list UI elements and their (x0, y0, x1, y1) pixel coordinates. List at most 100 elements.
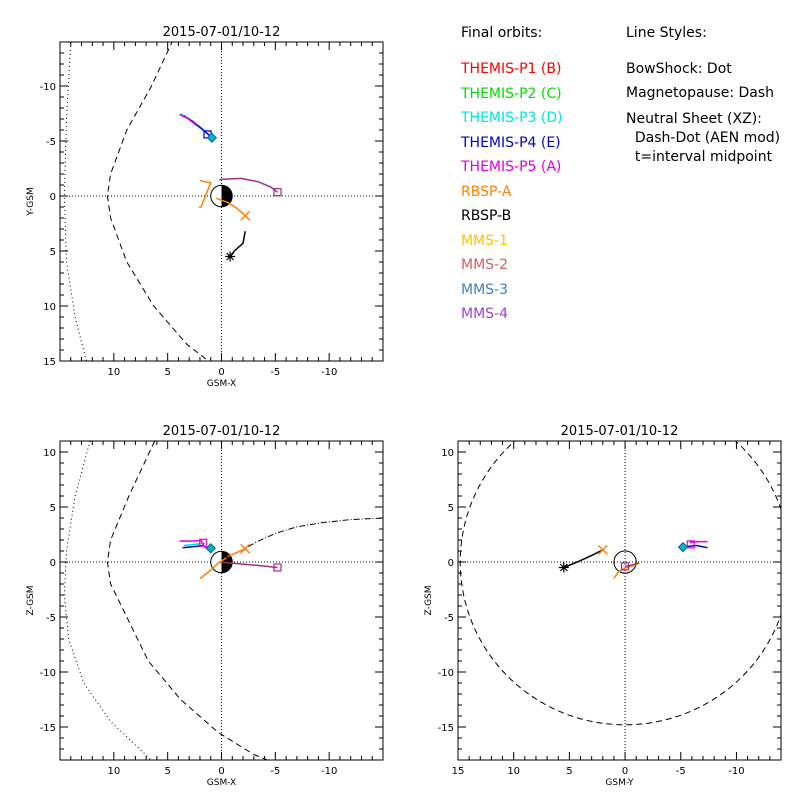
magnetopause-line (106, 42, 209, 361)
y-tick-label: 10 (43, 448, 56, 459)
x-tick-label: 10 (507, 766, 520, 777)
legend-item-mms-4: MMS-4 (461, 306, 509, 322)
marker-themis-p5-a (273, 563, 282, 572)
y-tick-label: -10 (40, 82, 56, 93)
marker-themis-p5-a-near (199, 538, 208, 547)
y-tick-label: 0 (448, 558, 454, 569)
bowshock-line (63, 42, 87, 361)
y-axis-label: Y-GSM (26, 187, 36, 216)
x-tick-label: 0 (622, 766, 628, 777)
orbit-rbsp-b (222, 554, 232, 563)
marker-themis-p5-a (620, 562, 630, 571)
plot-frame (457, 440, 782, 761)
legend-items: THEMIS-P1 (B) THEMIS-P2 (C) THEMIS-P3 (D) T… (461, 57, 563, 327)
legend-item-themis-p4-e: THEMIS-P4 (E) (461, 134, 561, 151)
marker-rbsp-b (225, 251, 236, 262)
line-style-neutral-sheet: Neutral Sheet (XZ): (626, 111, 762, 127)
orbit-rbsp-b (563, 549, 604, 569)
final-orbits-legend: Final orbits: THEMIS-P1 (B) THEMIS-P2 (C)… (461, 25, 563, 327)
marker-themis-p3-d (206, 132, 218, 143)
legend-item-themis-p2-c: THEMIS-P2 (C) (461, 85, 562, 102)
y-tick-label: 10 (43, 302, 56, 313)
x-axis-label: GSM-X (207, 379, 236, 389)
x-axis-label: GSM-X (207, 778, 236, 788)
orbit-themis-p5-a-near (179, 113, 198, 127)
x-tick-label: 10 (107, 766, 120, 777)
marker-themis-p5-a (273, 188, 282, 197)
magnetopause-line (106, 441, 269, 760)
y-tick-label: -5 (46, 613, 56, 624)
x-tick-label: 0 (218, 766, 224, 777)
line-styles-legend: Line Styles: BowShock: Dot Magnetopause:… (626, 25, 780, 167)
chart-title: 2015-07-01/10-12 (561, 424, 679, 439)
legend-item-mms-3: MMS-3 (461, 281, 509, 298)
y-tick-label: -15 (40, 723, 56, 734)
orbit-themis-p5-a-near (179, 539, 210, 551)
x-tick-label: -5 (270, 766, 280, 777)
x-tick-label: -5 (676, 766, 686, 777)
y-tick-label: -10 (40, 668, 56, 679)
y-tick-label: -5 (46, 137, 56, 148)
legend-item-themis-p5-a: THEMIS-P5 (A) (461, 159, 562, 175)
line-style-midpoint: t=interval midpoint (626, 149, 773, 165)
marker-rbsp-a (597, 544, 608, 555)
yz-plane-panel: 15 10 5 0 -5 -10 10 5 0 -5 -10 -15 2015-07-01/10-12 G… (424, 424, 782, 788)
marker-themis-p3-d (205, 543, 216, 554)
orbit-themis-p5-a (219, 177, 278, 193)
legend-item-themis-p3-d: THEMIS-P3 (D) (461, 110, 563, 126)
x-tick-label: 5 (164, 367, 170, 378)
chart-title: 2015-07-01/10-12 (163, 424, 281, 439)
neutral-sheet-line (238, 517, 383, 553)
y-axis-label: Z-GSM (26, 585, 36, 615)
x-axis-label: GSM-Y (605, 778, 634, 788)
legend-item-themis-p1-b: THEMIS-P1 (B) (461, 61, 562, 77)
x-tick-label: 10 (107, 367, 120, 378)
bowshock-line (63, 441, 152, 760)
marker-themis-p3-d (677, 541, 689, 553)
orbit-themis-p5-a (219, 561, 278, 569)
line-style-aen-mod: Dash-Dot (AEN mod) (626, 130, 781, 146)
x-tick-label: -5 (270, 367, 280, 378)
y-tick-label: 5 (50, 503, 56, 514)
marker-rbsp-a (240, 543, 251, 554)
legend-item-mms-2: MMS-2 (461, 257, 509, 273)
orbit-themis-p4-e (686, 544, 708, 549)
orbit-themis-p3-d (183, 542, 206, 547)
chart-title: 2015-07-01/10-12 (163, 25, 281, 40)
y-tick-label: 15 (43, 357, 56, 368)
y-tick-label: -15 (438, 723, 454, 734)
orbit-themis-p5-a (624, 562, 639, 568)
y-tick-label: 5 (50, 247, 56, 258)
marker-rbsp-a (240, 210, 251, 221)
y-tick-label: 0 (50, 192, 56, 203)
plot-area (60, 441, 383, 760)
legend-heading: Final orbits: (461, 25, 543, 41)
orbit-themis-p5-a-near (689, 540, 708, 543)
orbit-rbsp-b (229, 231, 246, 257)
xy-plane-panel: 10 5 0 -5 -10 -10 -5 0 5 10 15 2015-07-01/10-12 GSM-… (26, 25, 384, 389)
x-tick-label: 15 (452, 766, 465, 777)
x-tick-label: -10 (321, 367, 337, 378)
y-tick-label: 10 (441, 448, 454, 459)
orbit-rbsp-a (199, 548, 246, 580)
plot-area (60, 42, 383, 361)
x-tick-label: 5 (566, 766, 572, 777)
x-tick-label: -10 (728, 766, 744, 777)
y-tick-label: -10 (438, 668, 454, 679)
line-styles-heading: Line Styles: (626, 25, 707, 41)
x-tick-label: -10 (321, 766, 337, 777)
y-tick-label: -5 (444, 613, 454, 624)
marker-themis-p5-a-near (686, 540, 695, 549)
x-tick-label: 0 (218, 367, 224, 378)
legend-item-rbsp-a: RBSP-A (461, 183, 512, 200)
x-tick-label: 5 (164, 766, 170, 777)
y-tick-label: 0 (50, 558, 56, 569)
earth-circle (613, 550, 637, 574)
legend-item-rbsp-b: RBSP-B (461, 208, 512, 224)
plot-area (458, 441, 781, 760)
line-style-bowshock: BowShock: Dot (626, 61, 732, 77)
y-axis-label: Z-GSM (424, 585, 434, 615)
line-style-magnetopause: Magnetopause: Dash (626, 85, 775, 101)
legend-item-mms-1: MMS-1 (461, 232, 509, 249)
